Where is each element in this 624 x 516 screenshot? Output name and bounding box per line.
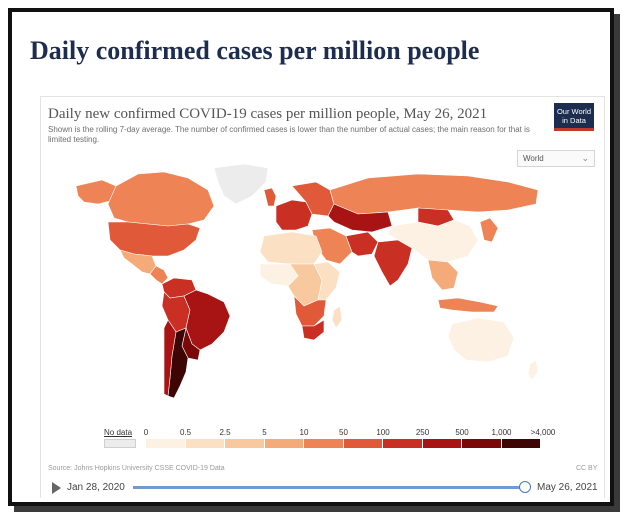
license-label[interactable]: CC BY — [576, 465, 598, 472]
region-southeast-asia[interactable] — [427, 259, 459, 291]
region-select-value: World — [523, 154, 544, 163]
legend-swatch — [264, 439, 304, 448]
region-canada[interactable] — [107, 171, 215, 227]
logo-line2: in Data — [562, 116, 586, 125]
region-iran[interactable] — [345, 231, 379, 257]
legend-swatch — [383, 439, 423, 448]
legend-swatch — [462, 439, 502, 448]
legend-nodata-label: No data — [104, 428, 133, 437]
legend-label: 0.5 — [179, 428, 192, 437]
legend-swatch — [304, 439, 344, 448]
region-japan-korea[interactable] — [479, 217, 499, 243]
world-map — [75, 163, 539, 399]
timeline-end-label: May 26, 2021 — [537, 482, 598, 493]
region-southern-africa[interactable] — [293, 295, 327, 327]
region-madagascar[interactable] — [331, 305, 343, 329]
region-australia[interactable] — [447, 317, 515, 363]
legend-label: 50 — [339, 428, 348, 437]
region-north-africa[interactable] — [259, 231, 323, 265]
legend-swatch — [185, 439, 225, 448]
region-central-america[interactable] — [149, 265, 169, 285]
source-note[interactable]: Source: Johns Hopkins University CSSE CO… — [48, 465, 225, 472]
legend-label: 5 — [262, 428, 267, 437]
region-iceland-uk[interactable] — [263, 187, 277, 207]
page-title-bold: Daily — [30, 36, 90, 65]
legend-label: 250 — [415, 428, 430, 437]
logo-line1: Our World — [556, 107, 592, 116]
timeline-slider[interactable] — [133, 486, 525, 489]
region-south-africa[interactable] — [301, 319, 325, 341]
region-east-africa[interactable] — [313, 261, 341, 301]
region-indonesia[interactable] — [437, 297, 499, 313]
region-chile[interactable] — [163, 319, 177, 397]
color-legend: No data 0 0.5 2.5 5 10 50 100 250 500 1,000 >4,000 — [100, 428, 560, 456]
timeline-slider-fill — [133, 486, 525, 489]
chevron-down-icon: ⌄ — [581, 153, 589, 163]
region-select[interactable]: World ⌄ — [517, 150, 595, 167]
region-western-europe[interactable] — [275, 199, 313, 231]
region-alaska[interactable] — [75, 179, 117, 205]
region-new-zealand[interactable] — [527, 359, 539, 381]
legend-label: 1,000 — [491, 428, 512, 437]
timeline-slider-handle[interactable] — [519, 481, 531, 493]
legend-label: 2.5 — [219, 428, 231, 437]
owid-logo[interactable]: Our World in Data — [554, 103, 594, 131]
region-india[interactable] — [373, 239, 413, 287]
region-central-asia[interactable] — [327, 203, 393, 233]
legend-swatch — [225, 439, 265, 448]
legend-end-label: >4,000 — [530, 428, 556, 437]
region-russia[interactable] — [329, 173, 539, 215]
legend-swatch — [422, 439, 462, 448]
legend-label: 100 — [376, 428, 390, 437]
chart-title: Daily new confirmed COVID-19 cases per m… — [48, 106, 488, 122]
legend-nodata-swatch — [104, 439, 136, 448]
region-china[interactable] — [387, 219, 479, 263]
page-title: Daily confirmed cases per million people — [30, 36, 590, 66]
legend-label: 10 — [299, 428, 309, 437]
region-greenland[interactable] — [213, 163, 269, 205]
legend-swatch — [343, 439, 383, 448]
page-title-rest: confirmed cases per million people — [89, 36, 480, 65]
timeline-start-label: Jan 28, 2020 — [67, 482, 125, 493]
legend-swatch — [501, 439, 541, 448]
chart-subtitle: Shown is the rolling 7-day average. The … — [48, 125, 530, 144]
legend-swatch — [146, 439, 186, 448]
play-icon[interactable] — [52, 482, 61, 494]
legend-label: 0 — [143, 428, 149, 437]
legend-label: 500 — [455, 428, 469, 437]
region-brazil[interactable] — [183, 289, 231, 351]
